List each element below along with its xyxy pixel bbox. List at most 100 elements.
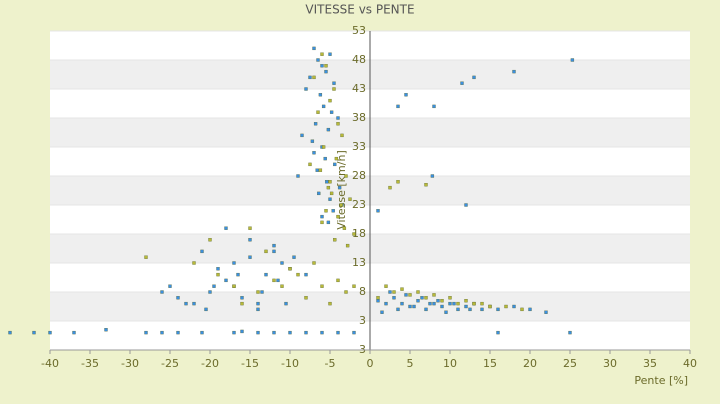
point [388, 290, 392, 294]
point [200, 249, 204, 254]
x-tick-label: -10 [281, 357, 299, 370]
point [304, 87, 308, 91]
point [336, 330, 340, 335]
point [216, 267, 220, 271]
point [376, 299, 380, 303]
point [504, 304, 508, 309]
point [320, 330, 324, 335]
point [328, 52, 332, 56]
point [448, 301, 452, 306]
point [280, 284, 284, 288]
point [331, 209, 335, 213]
point [326, 127, 331, 132]
point [396, 307, 400, 312]
point [208, 238, 212, 242]
point [256, 301, 260, 306]
y-tick-label: 8 [359, 285, 366, 298]
point [520, 307, 524, 312]
point [272, 330, 276, 335]
point [318, 168, 323, 172]
point [208, 290, 212, 294]
x-tick-label: -25 [161, 357, 179, 370]
point [321, 145, 326, 149]
x-tick-label: -5 [325, 357, 336, 370]
point [424, 183, 428, 187]
point [240, 296, 244, 300]
point [264, 272, 268, 277]
point [328, 98, 332, 103]
point [416, 290, 420, 294]
point [304, 330, 308, 335]
y-tick-label: 23 [352, 198, 366, 211]
y-tick-label: 43 [352, 82, 366, 95]
point [339, 203, 343, 207]
chart-title: VITESSE vs PENTE [305, 3, 414, 17]
point [329, 191, 334, 196]
point [384, 301, 388, 306]
point [336, 278, 340, 283]
point [404, 293, 408, 297]
x-tick-label: 5 [407, 357, 414, 370]
point [528, 307, 532, 312]
point [284, 301, 288, 306]
point [280, 261, 284, 265]
point [340, 133, 344, 138]
point [184, 301, 188, 306]
point [308, 162, 312, 167]
point [440, 299, 444, 303]
point [328, 301, 332, 306]
point [480, 307, 484, 312]
point [345, 243, 350, 248]
point [304, 272, 308, 277]
point [320, 220, 324, 225]
x-axis-label: Pente [%] [634, 374, 688, 387]
point [300, 133, 304, 138]
point [464, 304, 468, 309]
point [404, 93, 408, 97]
point [324, 69, 328, 74]
point [344, 174, 348, 178]
x-tick-label: 0 [367, 357, 374, 370]
y-tick-label: 38 [352, 111, 366, 124]
point [380, 310, 384, 314]
point [276, 278, 280, 283]
point [200, 330, 204, 335]
point [333, 162, 337, 167]
point [315, 168, 319, 172]
point [444, 310, 448, 314]
point [236, 272, 240, 277]
point [248, 238, 252, 242]
point [248, 255, 252, 259]
point [328, 180, 332, 184]
point [348, 197, 352, 201]
point [320, 64, 324, 68]
point [336, 116, 340, 120]
point [420, 296, 424, 300]
point [336, 122, 340, 126]
point [324, 209, 328, 213]
point [544, 310, 548, 314]
point [480, 301, 484, 306]
point [430, 174, 435, 178]
point [104, 328, 108, 332]
point [144, 330, 148, 335]
point [396, 180, 400, 184]
point [334, 156, 339, 161]
point [240, 329, 244, 334]
point [512, 304, 516, 309]
point [312, 75, 316, 80]
point [304, 296, 308, 300]
point [72, 330, 76, 335]
point [48, 330, 52, 335]
point [472, 75, 476, 80]
point [288, 330, 292, 335]
point [144, 255, 148, 259]
x-tick-label: 20 [523, 357, 537, 370]
point [412, 304, 416, 309]
point [320, 52, 324, 56]
point [352, 330, 356, 335]
point [332, 81, 336, 85]
point [432, 104, 436, 109]
point [440, 304, 444, 309]
